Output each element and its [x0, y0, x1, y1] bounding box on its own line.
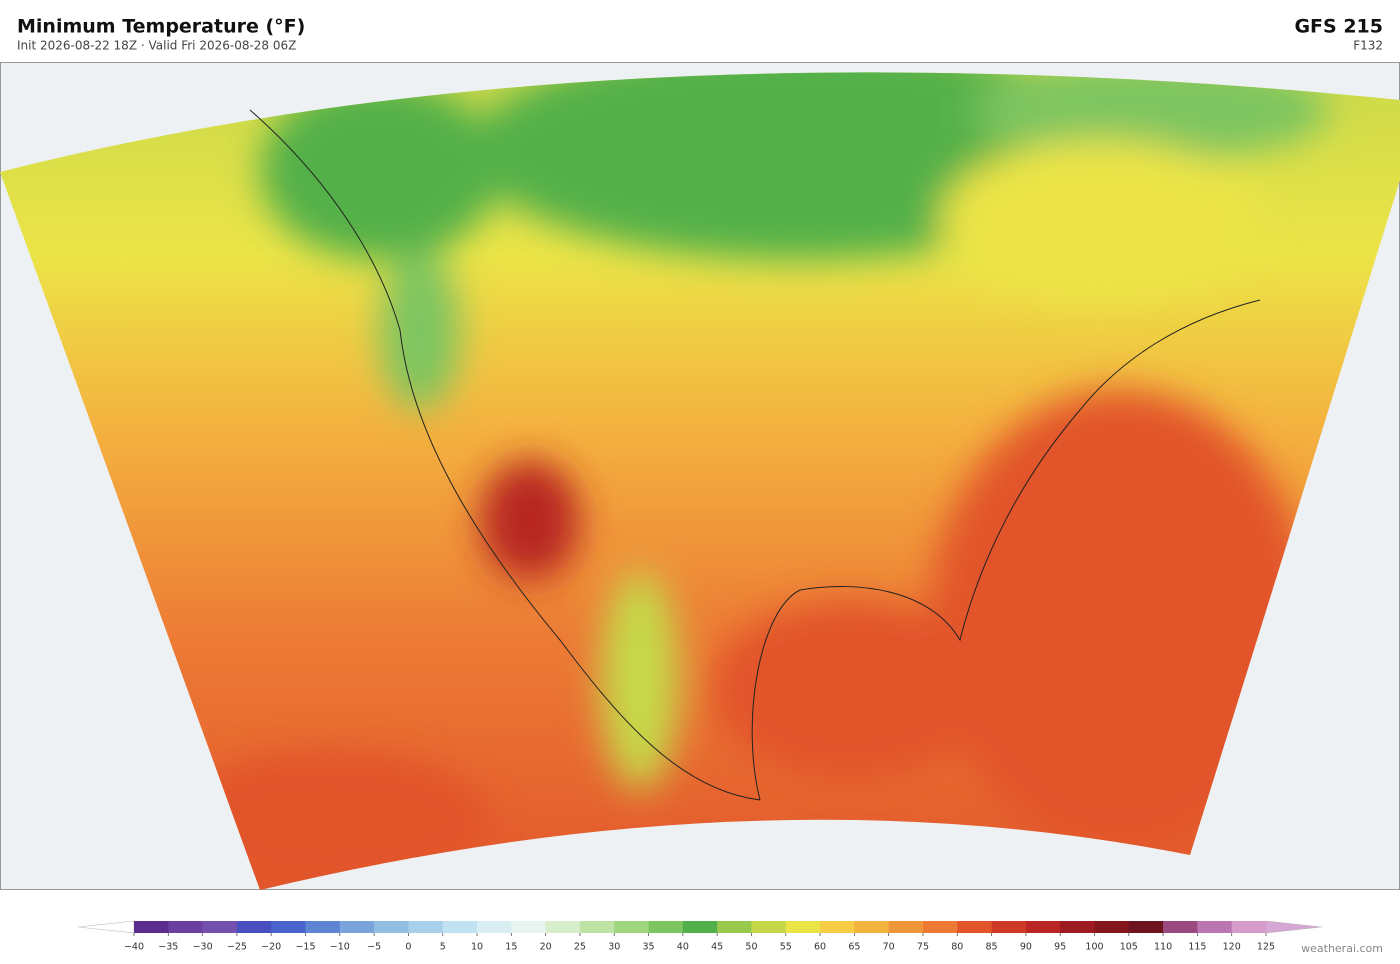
color-bin — [1197, 921, 1232, 933]
color-bin — [305, 921, 341, 933]
color-bin — [820, 921, 855, 933]
color-bin — [339, 921, 375, 933]
tick-label: 45 — [711, 942, 723, 953]
tick-label: 120 — [1223, 942, 1241, 953]
subtitle: Init 2026-08-22 18Z · Valid Fri 2026-08-… — [17, 39, 296, 53]
color-bin — [888, 921, 924, 933]
color-bin — [236, 921, 272, 933]
tick-label: 75 — [917, 942, 929, 953]
color-bin — [648, 921, 684, 933]
tick-label: −15 — [295, 942, 315, 953]
tick-label: 30 — [608, 942, 620, 953]
color-bin — [579, 921, 615, 933]
tick-label: 65 — [848, 942, 860, 953]
under-extension — [77, 920, 135, 934]
tick-label: 80 — [951, 942, 963, 953]
title: Minimum Temperature (°F) — [17, 16, 305, 38]
tick-label: 55 — [780, 942, 792, 953]
colorbar: −40 −35 −30 −25 −20 −15 −10 −5 0 5 10 15 20 25 30 35 40 4… — [77, 920, 1323, 953]
color-bin — [751, 921, 787, 933]
color-bin — [991, 921, 1027, 933]
tick-label: −30 — [193, 942, 213, 953]
color-bin — [1060, 921, 1095, 933]
color-bin — [957, 921, 992, 933]
color-bin — [168, 921, 203, 933]
tick-label: 10 — [471, 942, 483, 953]
color-bin — [854, 921, 889, 933]
color-bin — [682, 921, 718, 933]
color-bin — [442, 921, 478, 933]
tick-label: −35 — [158, 942, 178, 953]
tick-label: 35 — [642, 942, 654, 953]
color-bin — [717, 921, 752, 933]
tick-label: 100 — [1085, 942, 1103, 953]
color-bin — [1163, 921, 1198, 933]
tick-label: 110 — [1154, 942, 1172, 953]
tick-label: 90 — [1020, 942, 1032, 953]
tick-label: 70 — [883, 942, 895, 953]
tick-label: 0 — [405, 942, 411, 953]
tick-label: 50 — [745, 942, 757, 953]
tick-label: −10 — [330, 942, 350, 953]
color-bin — [614, 921, 649, 933]
credit: weatherai.com — [1301, 942, 1383, 955]
color-bin — [271, 921, 306, 933]
color-bin — [408, 921, 444, 933]
model: GFS 215 — [1294, 16, 1383, 38]
tick-label: −40 — [124, 942, 144, 953]
tick-label: −5 — [367, 942, 381, 953]
color-bin — [477, 921, 512, 933]
over-extension — [1265, 920, 1323, 934]
tick-label: 5 — [440, 942, 446, 953]
tick-label: −25 — [227, 942, 247, 953]
color-bin — [511, 921, 546, 933]
color-bin — [1094, 921, 1130, 933]
tick-label: 115 — [1188, 942, 1206, 953]
color-bin — [1231, 921, 1267, 933]
tick-label: 40 — [677, 942, 689, 953]
color-bin — [1128, 921, 1164, 933]
color-bin — [785, 921, 821, 933]
tick-label: 60 — [814, 942, 826, 953]
temperature-field — [0, 72, 1400, 890]
color-bin — [134, 921, 169, 933]
color-bin — [1025, 921, 1061, 933]
tick-label: 85 — [986, 942, 998, 953]
color-bin — [922, 921, 958, 933]
color-bin — [374, 921, 409, 933]
tick-label: 25 — [574, 942, 586, 953]
forecast-hour: F132 — [1353, 39, 1383, 53]
color-bin — [545, 921, 581, 933]
tick-label: 15 — [505, 942, 517, 953]
tick-label: −20 — [261, 942, 281, 953]
color-bin — [202, 921, 238, 933]
tick-label: 125 — [1257, 942, 1275, 953]
coastline — [249, 109, 1261, 801]
tick-label: 105 — [1120, 942, 1138, 953]
tick-label: 20 — [540, 942, 552, 953]
tick-label: 95 — [1054, 942, 1066, 953]
